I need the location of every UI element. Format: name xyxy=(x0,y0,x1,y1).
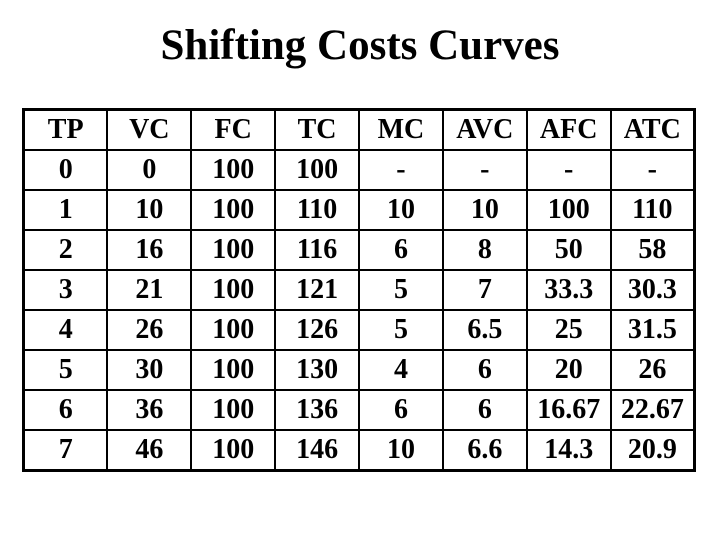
cost-table: TP VC FC TC MC AVC AFC ATC 0 0 100 100- - - -1 10 100 11… xyxy=(22,108,696,472)
table-cell: 50 xyxy=(525,229,612,271)
table-cell: 100 xyxy=(190,309,277,351)
table-cell: 20 xyxy=(525,349,612,391)
table-cell: 7 xyxy=(22,429,109,472)
table-cell: 136 xyxy=(274,389,360,431)
column-header-tc: TC xyxy=(274,108,360,151)
table-cell: 20.9 xyxy=(609,429,696,472)
table-cell: 21 xyxy=(106,269,193,311)
table-cell: 30 xyxy=(106,349,193,391)
table-row: 7 46 100 146 10 6.6 14.3 20.9 xyxy=(22,429,696,472)
table-cell: 100 xyxy=(190,149,277,191)
table-cell: 8 xyxy=(441,229,528,271)
table-cell: 100 xyxy=(190,229,277,271)
table-cell: 6.5 xyxy=(441,309,528,351)
table-cell: 25 xyxy=(525,309,612,351)
table-cell: 7 xyxy=(441,269,528,311)
table-cell: 31.5 xyxy=(609,309,696,351)
table-row: 3 21 100 121 5 7 33.3 30.3 xyxy=(22,269,696,311)
table-cell: 58 xyxy=(609,229,696,271)
table-cell: 46 xyxy=(106,429,193,472)
header-row: TP VC FC TC MC AVC AFC ATC xyxy=(22,108,696,151)
table-cell: 100 xyxy=(190,389,277,431)
table-body: 0 0 100 100- - - -1 10 100 110 10 10 100 110 2 16 100 116… xyxy=(22,149,696,472)
table-header: TP VC FC TC MC AVC AFC ATC xyxy=(22,108,696,151)
table-cell: - xyxy=(525,149,612,191)
table-cell: 6 xyxy=(441,389,528,431)
table-cell: 4 xyxy=(22,309,109,351)
table-row: 0 0 100 100- - - - xyxy=(22,149,696,191)
table-cell: 146 xyxy=(274,429,360,472)
table-cell: 5 xyxy=(358,309,444,351)
table-cell: 100 xyxy=(525,189,612,231)
table-cell: 100 xyxy=(190,429,277,472)
table-row: 1 10 100 110 10 10 100 110 xyxy=(22,189,696,231)
table-cell: 100 xyxy=(190,349,277,391)
table-cell: 116 xyxy=(274,229,360,271)
column-header-mc: MC xyxy=(358,108,444,151)
table-cell: 30.3 xyxy=(609,269,696,311)
slide-title: Shifting Costs Curves xyxy=(160,22,560,69)
table-cell: 26 xyxy=(609,349,696,391)
table-row: 5 30 100 130 4 6 20 26 xyxy=(22,349,696,391)
table-cell: 126 xyxy=(274,309,360,351)
table-cell: 2 xyxy=(22,229,109,271)
table-cell: 26 xyxy=(106,309,193,351)
table-cell: 100 xyxy=(190,269,277,311)
table-cell: 10 xyxy=(358,429,444,472)
table-cell: - xyxy=(358,149,444,191)
table-cell: 10 xyxy=(358,189,444,231)
table-cell: 100 xyxy=(274,149,360,191)
table-cell: 0 xyxy=(106,149,193,191)
table-cell: 33.3 xyxy=(525,269,612,311)
table-cell: 5 xyxy=(358,269,444,311)
table-cell: 6 xyxy=(358,389,444,431)
table-cell: 0 xyxy=(22,149,109,191)
table-cell: 121 xyxy=(274,269,360,311)
table-cell: 22.67 xyxy=(609,389,696,431)
table-cell: 14.3 xyxy=(525,429,612,472)
table-cell: 6 xyxy=(358,229,444,271)
table-row: 2 16 100 116 6 8 50 58 xyxy=(22,229,696,271)
table-cell: 10 xyxy=(106,189,193,231)
table-cell: 6 xyxy=(441,349,528,391)
table-cell: 16 xyxy=(106,229,193,271)
table-cell: 5 xyxy=(22,349,109,391)
table-cell: - xyxy=(441,149,528,191)
column-header-vc: VC xyxy=(106,108,193,151)
column-header-atc: ATC xyxy=(609,108,696,151)
table-cell: 100 xyxy=(190,189,277,231)
table-row: 6 36 100 136 6 6 16.67 22.67 xyxy=(22,389,696,431)
table-row: 4 26 100 126 5 6.5 25 31.5 xyxy=(22,309,696,351)
table-cell: 3 xyxy=(22,269,109,311)
table-cell: 36 xyxy=(106,389,193,431)
table-cell: 4 xyxy=(358,349,444,391)
table-cell: 6.6 xyxy=(441,429,528,472)
column-header-fc: FC xyxy=(190,108,277,151)
column-header-tp: TP xyxy=(22,108,109,151)
table-cell: 110 xyxy=(609,189,696,231)
table-cell: 130 xyxy=(274,349,360,391)
table-cell: 6 xyxy=(22,389,109,431)
table-cell: 1 xyxy=(22,189,109,231)
table-cell: 10 xyxy=(441,189,528,231)
table-cell: 16.67 xyxy=(525,389,612,431)
column-header-afc: AFC xyxy=(525,108,612,151)
column-header-avc: AVC xyxy=(441,108,528,151)
table-cell: 110 xyxy=(274,189,360,231)
table-cell: - xyxy=(609,149,696,191)
